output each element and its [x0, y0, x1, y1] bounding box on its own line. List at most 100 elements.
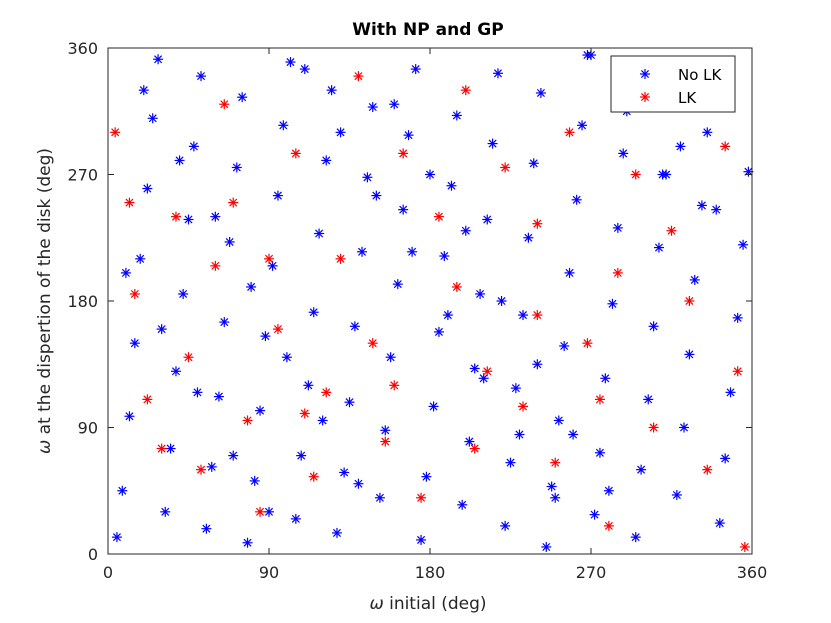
point-no-lk	[260, 331, 271, 342]
point-no-lk	[117, 485, 128, 496]
point-no-lk	[460, 225, 471, 236]
point-lk	[219, 99, 230, 110]
y-tick-label: 270	[67, 166, 98, 185]
x-axis-label-symbol: ω	[369, 594, 383, 614]
point-no-lk	[242, 537, 253, 548]
point-no-lk	[589, 509, 600, 520]
point-no-lk	[433, 326, 444, 337]
point-no-lk	[124, 411, 135, 422]
point-lk	[684, 296, 695, 306]
point-no-lk	[299, 64, 310, 75]
point-lk	[183, 352, 194, 363]
point-lk	[564, 127, 575, 138]
point-no-lk	[469, 363, 480, 374]
point-no-lk	[528, 158, 539, 169]
point-lk	[156, 443, 167, 454]
point-lk	[416, 492, 427, 503]
point-no-lk	[206, 461, 217, 472]
point-lk	[630, 169, 641, 180]
point-no-lk	[696, 200, 707, 211]
point-no-lk	[612, 222, 623, 233]
point-lk	[110, 127, 121, 138]
point-no-lk	[643, 394, 654, 405]
point-lk	[210, 260, 221, 271]
point-lk	[648, 422, 659, 433]
point-no-lk	[518, 310, 529, 321]
point-no-lk	[550, 492, 561, 503]
point-no-lk	[308, 307, 319, 318]
point-no-lk	[500, 520, 511, 531]
point-no-lk	[553, 415, 564, 426]
y-tick-label: 90	[78, 419, 98, 438]
point-no-lk	[135, 253, 146, 264]
point-no-lk	[231, 162, 242, 173]
point-no-lk	[416, 534, 427, 545]
point-no-lk	[398, 204, 409, 215]
point-no-lk	[594, 447, 605, 458]
point-lk	[129, 288, 140, 299]
point-lk	[335, 253, 346, 264]
point-no-lk	[421, 471, 432, 482]
point-no-lk	[451, 110, 462, 121]
point-no-lk	[482, 214, 493, 225]
point-lk	[228, 197, 239, 208]
point-no-lk	[192, 387, 203, 398]
point-no-lk	[196, 71, 207, 82]
point-lk	[255, 506, 266, 517]
points-layer	[110, 50, 754, 552]
point-lk	[272, 324, 283, 335]
point-no-lk	[296, 450, 307, 461]
point-lk	[469, 443, 480, 454]
chart-title: With NP and GP	[352, 20, 503, 40]
point-no-lk	[321, 155, 332, 166]
legend: No LK LK	[610, 55, 736, 113]
point-no-lk	[153, 54, 164, 65]
point-lk	[720, 141, 731, 152]
point-no-lk	[142, 183, 153, 194]
point-no-lk	[720, 453, 731, 464]
point-no-lk	[475, 288, 486, 299]
point-no-lk	[178, 288, 189, 299]
point-no-lk	[671, 489, 682, 500]
point-lk	[550, 457, 561, 468]
point-lk	[532, 310, 543, 321]
point-no-lk	[679, 422, 690, 433]
point-no-lk	[160, 506, 171, 517]
x-axis-label-text: initial (deg)	[384, 594, 487, 614]
y-tick-label: 0	[88, 545, 98, 564]
point-no-lk	[702, 127, 713, 138]
ticks-layer: 0 90 180 270 360 0 90 180 270 360	[67, 39, 767, 582]
point-no-lk	[314, 228, 325, 239]
point-no-lk	[219, 317, 230, 328]
point-no-lk	[267, 260, 278, 271]
point-no-lk	[675, 141, 686, 152]
point-no-lk	[487, 138, 498, 149]
point-no-lk	[464, 436, 475, 447]
point-no-lk	[367, 102, 378, 113]
point-lk	[308, 471, 319, 482]
point-no-lk	[362, 172, 373, 183]
point-no-lk	[403, 130, 414, 141]
point-lk	[433, 211, 444, 222]
point-no-lk	[344, 397, 355, 408]
point-no-lk	[630, 532, 641, 543]
x-axis-label: ω initial (deg)	[369, 594, 486, 614]
point-no-lk	[571, 194, 582, 205]
point-no-lk	[653, 242, 664, 253]
point-no-lk	[170, 366, 181, 377]
point-lk	[170, 211, 181, 222]
point-no-lk	[331, 527, 342, 538]
point-no-lk	[129, 338, 140, 349]
point-no-lk	[684, 349, 695, 360]
point-no-lk	[278, 120, 289, 131]
legend-marker-lk	[640, 92, 650, 102]
point-no-lk	[439, 251, 450, 262]
point-no-lk	[138, 85, 149, 96]
point-no-lk	[183, 214, 194, 225]
point-lk	[518, 401, 529, 412]
point-no-lk	[335, 127, 346, 138]
point-lk	[196, 464, 207, 475]
point-no-lk	[442, 310, 453, 321]
point-no-lk	[371, 190, 382, 201]
point-lk	[242, 415, 253, 426]
